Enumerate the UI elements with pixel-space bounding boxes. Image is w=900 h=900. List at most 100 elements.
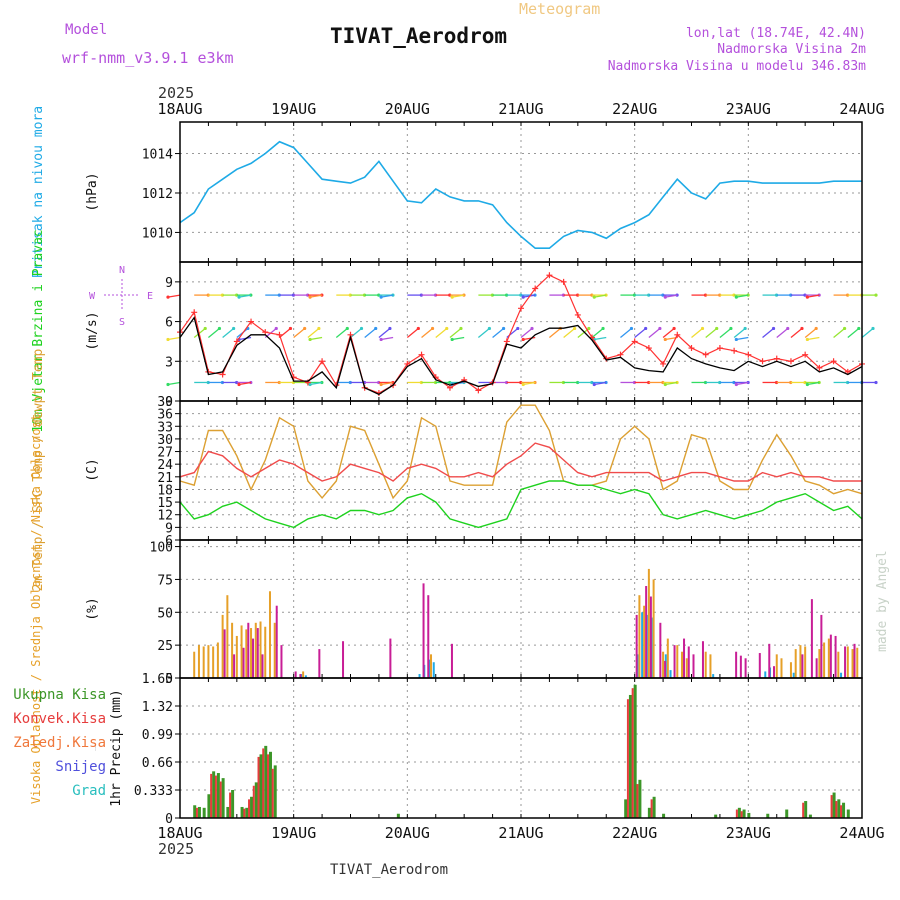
- cloud-panel: 0 25 50 75 100: [150, 539, 863, 687]
- cloud-bar-1: [302, 671, 305, 678]
- model-label: Model: [65, 22, 107, 38]
- wind-vector-head: [516, 326, 520, 331]
- precip-total-bar: [737, 807, 741, 818]
- wind-vector-head: [237, 295, 241, 299]
- cloud-bar-0: [764, 671, 767, 678]
- cloud-bar-1: [259, 621, 262, 678]
- x-date-label-top: 23AUG: [726, 100, 771, 118]
- wind-vector-head: [732, 380, 736, 385]
- cloud-bar-1: [193, 651, 196, 678]
- precip-total-bar: [202, 807, 206, 818]
- wind-vector-head: [734, 295, 738, 299]
- wind-vector: [309, 336, 323, 341]
- y-tick-label: 0.66: [142, 756, 173, 771]
- wind-vector: [790, 327, 803, 338]
- wind-vector-head: [743, 326, 747, 331]
- wind-vector: [167, 381, 181, 386]
- wind-vector-head: [379, 337, 383, 342]
- wind-vector: [563, 327, 576, 338]
- y-tick-label: 24: [157, 458, 173, 473]
- wind-vector: [350, 327, 362, 338]
- cloud-bar-2: [673, 645, 676, 678]
- precip-total-bar: [638, 779, 642, 818]
- cloud-bar-2: [768, 643, 771, 678]
- pressure-title: Pritisak na nivou mora: [31, 106, 46, 278]
- precip-total-bar: [662, 813, 666, 818]
- gust-marker: [645, 345, 652, 352]
- cloud-bar-1: [676, 645, 679, 678]
- wind-vector: [381, 381, 394, 386]
- cloud-bar-1: [652, 579, 655, 678]
- wind-vector: [381, 294, 394, 298]
- precip-total-bar: [647, 807, 651, 818]
- precip-conv-bar: [195, 807, 198, 818]
- cloud-bar-1: [250, 628, 253, 678]
- wind-vector-head: [166, 295, 170, 299]
- cloud-bar-2: [664, 660, 667, 678]
- y-tick-label: 9: [165, 276, 173, 291]
- wind-speed-line: [179, 316, 863, 396]
- cloud-bar-1: [799, 645, 802, 678]
- precip-total-bar: [245, 807, 249, 818]
- gust-marker: [532, 285, 539, 292]
- wind-vector: [293, 327, 306, 338]
- wind-vector-head: [732, 293, 736, 297]
- wind-vector: [807, 294, 820, 298]
- product-title: Meteogram: [519, 0, 600, 18]
- wind-vector-head: [663, 295, 667, 299]
- cloud-bar-1: [216, 642, 219, 678]
- cloud-bar-2: [275, 605, 278, 678]
- cloud-bar-1: [207, 645, 210, 678]
- wind-vector: [807, 336, 820, 341]
- cloud-bar-1: [231, 622, 234, 678]
- x-date-label-top: 18AUG: [157, 100, 202, 118]
- wind-vector: [378, 327, 391, 338]
- wind-vector-head: [587, 326, 591, 331]
- temp-title: 2m Temp / SFC Temp / dewpt Temp: [31, 349, 46, 592]
- cloud-bar-2: [233, 654, 236, 678]
- wind-vector-head: [658, 326, 662, 331]
- precip-total-bar: [254, 782, 258, 818]
- gust-marker: [546, 272, 553, 279]
- wind-vector-head: [814, 326, 818, 331]
- wind-vector-head: [734, 382, 738, 387]
- cloud-bar-2: [342, 641, 345, 678]
- precip-total-bar: [742, 809, 746, 818]
- wind-vector-head: [501, 326, 506, 331]
- precip-conv-bar: [735, 809, 738, 818]
- gust-marker: [802, 351, 809, 358]
- y-tick-label: 0.99: [142, 728, 173, 743]
- precip-conv-bar: [243, 808, 246, 818]
- x-date-label-bottom: 18AUG: [157, 824, 202, 842]
- precip-total-bar: [396, 813, 400, 818]
- x-date-label-top: 22AUG: [612, 100, 657, 118]
- y-tick-label: 27: [157, 446, 173, 461]
- cloud-bar-2: [450, 643, 453, 678]
- wind-vector: [594, 381, 607, 386]
- wind-vector-head: [206, 380, 210, 385]
- gust-marker: [574, 311, 581, 318]
- cloud-bar-2: [635, 614, 638, 678]
- temp2m-line: [179, 442, 862, 482]
- cloud-title: Visoka Oblacnost / Srednja Oblacnost / N…: [29, 414, 43, 804]
- wind-vector-head: [576, 380, 580, 385]
- cloud-bar-1: [226, 595, 229, 678]
- y-tick-label: 30: [157, 433, 173, 448]
- cloud-bar-2: [687, 646, 690, 678]
- wind-vector: [736, 294, 749, 298]
- compass-w: W: [89, 291, 96, 302]
- wind-vector-head: [661, 293, 665, 297]
- wind-vector: [736, 336, 749, 341]
- wind-vector-head: [379, 382, 383, 387]
- precip-conv-bar: [252, 785, 255, 818]
- cloud-bar-1: [709, 654, 712, 678]
- wind-vector-head: [805, 337, 809, 342]
- wind-vector-head: [789, 380, 793, 385]
- precip-legend-item: Snijeg: [55, 759, 106, 775]
- precip-total-bar: [240, 806, 244, 818]
- precip-conv-bar: [830, 795, 833, 818]
- wind-vector-head: [206, 293, 210, 297]
- wind-vector: [733, 327, 746, 338]
- wind-vector-head: [734, 337, 738, 342]
- cloud-bar-1: [662, 651, 665, 678]
